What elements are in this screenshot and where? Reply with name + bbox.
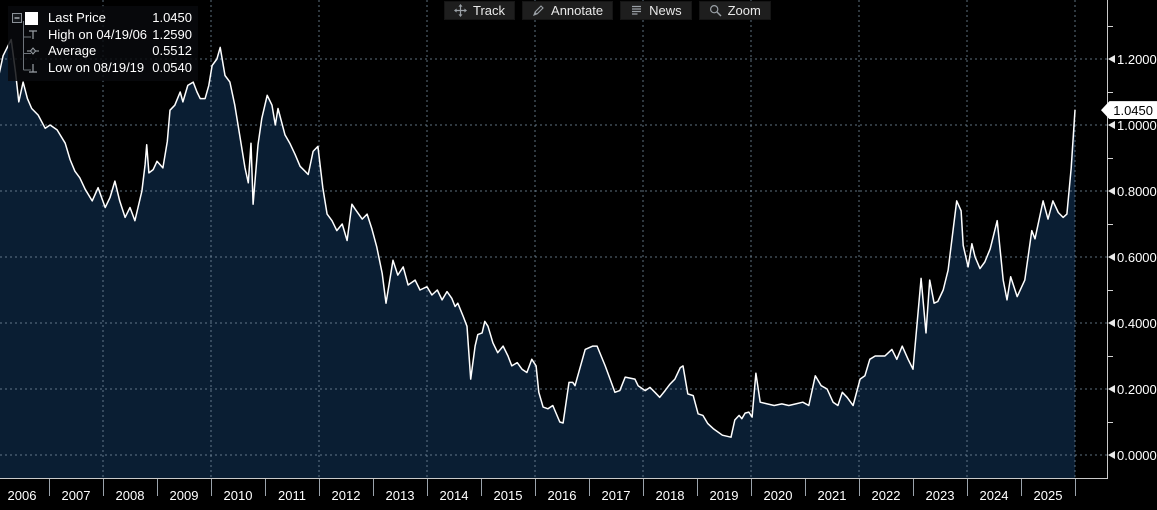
track-icon bbox=[454, 4, 467, 17]
legend-value: 1.0450 bbox=[152, 10, 192, 26]
x-axis-year-label: 2024 bbox=[979, 488, 1009, 503]
chart-legend: Last Price 1.0450 High on 04/19/06 1.259… bbox=[8, 6, 198, 81]
legend-value: 0.5512 bbox=[152, 43, 192, 59]
x-axis-tick bbox=[265, 479, 266, 496]
x-axis-year-label: 2023 bbox=[925, 488, 955, 503]
x-axis-year-label: 2021 bbox=[817, 488, 847, 503]
x-axis-tick bbox=[859, 479, 860, 496]
legend-value: 0.0540 bbox=[152, 59, 192, 75]
series-line bbox=[0, 38, 1076, 438]
x-axis-year-label: 2025 bbox=[1033, 488, 1063, 503]
x-axis-year-label: 2016 bbox=[547, 488, 577, 503]
news-button[interactable]: News bbox=[620, 1, 692, 20]
x-axis-year-label: 2018 bbox=[655, 488, 685, 503]
zoom-button-label: Zoom bbox=[727, 3, 761, 18]
track-button[interactable]: Track bbox=[444, 1, 516, 20]
tick-arrow-icon bbox=[1108, 451, 1115, 459]
y-axis-minor-tick bbox=[1107, 158, 1113, 159]
tick-arrow-icon bbox=[1108, 187, 1115, 195]
x-axis-year-label: 2010 bbox=[223, 488, 253, 503]
x-axis-year-label: 2020 bbox=[763, 488, 793, 503]
x-axis-tick bbox=[211, 479, 212, 496]
series-color-swatch bbox=[25, 11, 38, 25]
tick-arrow-icon bbox=[1108, 253, 1115, 261]
x-axis-year-label: 2008 bbox=[115, 488, 145, 503]
x-axis-year-label: 2017 bbox=[601, 488, 631, 503]
news-icon bbox=[632, 5, 642, 15]
x-axis-tick bbox=[697, 479, 698, 496]
y-axis-tick-label: 0.0000 bbox=[1108, 447, 1157, 464]
legend-value: 1.2590 bbox=[152, 26, 192, 42]
x-axis-tick bbox=[589, 479, 590, 496]
x-axis-tick bbox=[319, 479, 320, 496]
x-axis-year-label: 2015 bbox=[493, 488, 523, 503]
x-axis-tick bbox=[373, 479, 374, 496]
y-axis-tick-label: 0.6000 bbox=[1108, 249, 1157, 266]
annotate-button-label: Annotate bbox=[551, 3, 604, 18]
y-axis-minor-tick bbox=[1107, 356, 1113, 357]
x-axis-tick bbox=[535, 479, 536, 496]
legend-label: Low on 08/19/19 bbox=[48, 59, 145, 75]
high-marker-icon bbox=[29, 30, 37, 39]
average-marker-icon bbox=[27, 47, 39, 56]
x-axis-year-label: 2014 bbox=[439, 488, 469, 503]
price-chart-canvas[interactable] bbox=[0, 0, 1107, 478]
y-axis-minor-tick bbox=[1107, 92, 1113, 93]
series-area-fill bbox=[0, 39, 1075, 478]
y-axis-minor-tick bbox=[1107, 422, 1113, 423]
x-axis-tick bbox=[103, 479, 104, 496]
track-button-label: Track bbox=[473, 3, 506, 18]
legend-label: Average bbox=[48, 43, 97, 59]
x-axis-tick bbox=[481, 479, 482, 496]
legend-row-average[interactable]: Average 0.5512 bbox=[12, 43, 192, 60]
y-axis-line bbox=[1107, 0, 1108, 479]
x-axis-tick bbox=[967, 479, 968, 496]
last-price-tag: 1.0450 bbox=[1101, 101, 1157, 120]
y-axis-minor-tick bbox=[1107, 224, 1113, 225]
legend-label: Last Price bbox=[48, 10, 106, 26]
x-axis-tick bbox=[427, 479, 428, 496]
annotate-button[interactable]: Annotate bbox=[522, 1, 614, 20]
x-axis-year-label: 2019 bbox=[709, 488, 739, 503]
x-axis-tick bbox=[643, 479, 644, 496]
zoom-button[interactable]: Zoom bbox=[698, 1, 771, 20]
news-button-label: News bbox=[649, 3, 682, 18]
y-axis-tick-label: 0.4000 bbox=[1108, 315, 1157, 332]
legend-row-last-price[interactable]: Last Price 1.0450 bbox=[12, 10, 192, 27]
y-axis-tick-label: 0.8000 bbox=[1108, 183, 1157, 200]
x-axis-tick bbox=[805, 479, 806, 496]
x-axis-year-label: 2007 bbox=[61, 488, 91, 503]
tick-arrow-icon bbox=[1108, 55, 1115, 63]
legend-row-low[interactable]: Low on 08/19/19 0.0540 bbox=[12, 60, 192, 77]
y-axis-tick-label: 1.2000 bbox=[1108, 51, 1157, 68]
tick-arrow-icon bbox=[1108, 121, 1115, 129]
zoom-icon bbox=[709, 4, 722, 17]
legend-row-high[interactable]: High on 04/19/06 1.2590 bbox=[12, 27, 192, 44]
x-axis-line bbox=[0, 478, 1108, 479]
y-axis-tick-label: 1.0000 bbox=[1108, 117, 1157, 134]
annotate-icon bbox=[533, 5, 544, 16]
x-axis-tick bbox=[157, 479, 158, 496]
low-marker-icon bbox=[29, 63, 37, 73]
x-axis-year-label: 2006 bbox=[7, 488, 37, 503]
x-axis-tick bbox=[49, 479, 50, 496]
x-axis-tick bbox=[751, 479, 752, 496]
tick-arrow-icon bbox=[1108, 385, 1115, 393]
y-axis-tick-label: 0.2000 bbox=[1108, 381, 1157, 398]
x-axis-year-label: 2022 bbox=[871, 488, 901, 503]
x-axis-tick bbox=[913, 479, 914, 496]
x-axis-tick bbox=[1075, 479, 1076, 496]
x-axis-year-label: 2011 bbox=[278, 488, 306, 503]
collapse-toggle-icon[interactable] bbox=[12, 13, 22, 24]
x-axis-year-label: 2012 bbox=[331, 488, 361, 503]
x-axis-year-label: 2009 bbox=[169, 488, 199, 503]
y-axis-minor-tick bbox=[1107, 26, 1113, 27]
tick-arrow-icon bbox=[1108, 319, 1115, 327]
x-axis-tick bbox=[1021, 479, 1022, 496]
legend-label: High on 04/19/06 bbox=[48, 26, 148, 42]
y-axis-minor-tick bbox=[1107, 290, 1113, 291]
chart-toolbar: Track Annotate News Zoom bbox=[444, 1, 771, 20]
x-axis-year-label: 2013 bbox=[385, 488, 415, 503]
